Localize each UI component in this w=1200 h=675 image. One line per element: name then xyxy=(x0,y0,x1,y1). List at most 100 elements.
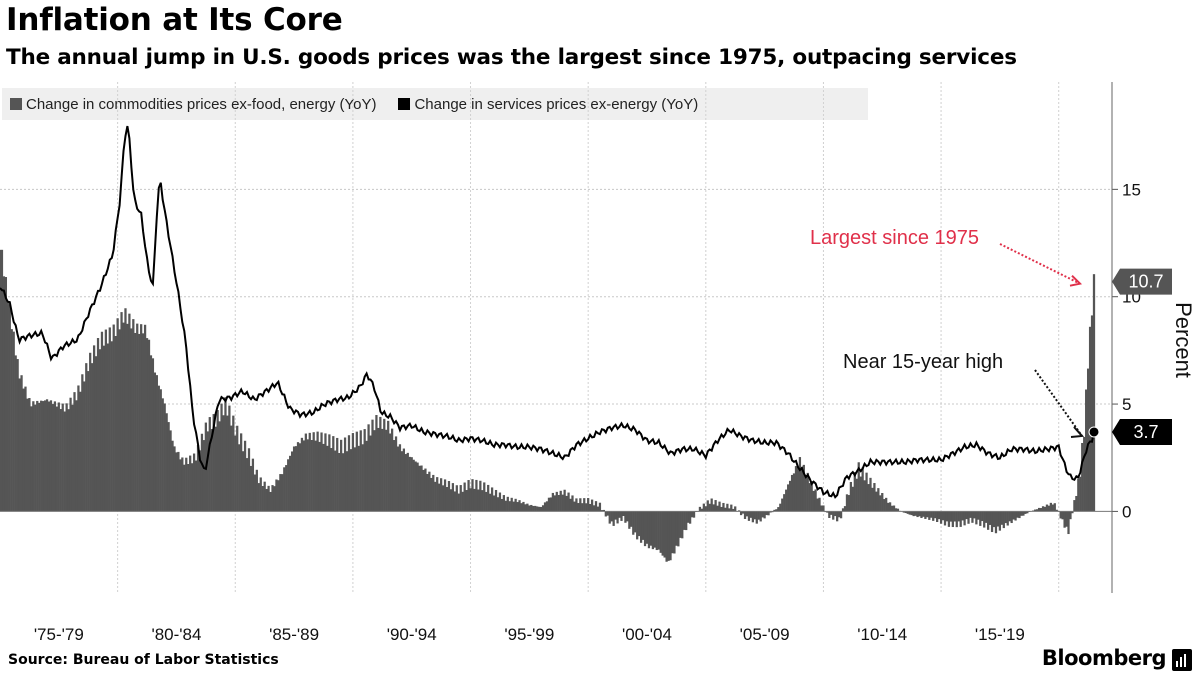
commodities-bar xyxy=(920,511,923,519)
commodities-bar xyxy=(373,430,376,512)
commodities-bar xyxy=(573,501,576,512)
commodities-bar xyxy=(671,511,674,554)
commodities-bar xyxy=(287,459,290,512)
commodities-bar xyxy=(98,349,102,512)
commodities-bar xyxy=(1090,315,1094,512)
commodities-bar xyxy=(512,501,515,512)
commodities-bar xyxy=(916,511,919,518)
value-callout-box xyxy=(1112,268,1172,295)
commodities-bar xyxy=(700,508,704,512)
commodities-bar xyxy=(667,511,670,561)
commodities-bar xyxy=(249,465,253,512)
commodities-bar xyxy=(673,511,676,554)
commodities-bar xyxy=(1063,511,1066,528)
commodities-bar xyxy=(661,511,664,556)
commodities-bar xyxy=(867,484,870,512)
commodities-bar xyxy=(290,451,294,512)
commodities-bar xyxy=(971,511,974,523)
commodities-bar xyxy=(861,467,864,512)
commodities-bar xyxy=(992,511,996,528)
commodities-bar xyxy=(632,511,635,535)
commodities-bar xyxy=(553,495,556,512)
commodities-bar xyxy=(718,501,721,512)
commodities-bar xyxy=(316,431,319,512)
commodities-bar xyxy=(1010,511,1013,524)
commodities-bar xyxy=(38,402,41,512)
commodities-bar xyxy=(630,511,633,527)
commodities-bar xyxy=(761,511,764,518)
commodities-bar xyxy=(722,502,725,512)
commodities-bar xyxy=(985,511,988,523)
commodities-bar xyxy=(83,381,86,512)
commodities-bar xyxy=(739,511,743,516)
commodities-bar xyxy=(522,501,525,512)
commodities-bar xyxy=(973,511,976,519)
commodities-bar xyxy=(988,511,992,525)
commodities-bar xyxy=(594,501,598,512)
legend-item-services: Change in services prices ex-energy (YoY… xyxy=(398,96,698,113)
commodities-bar xyxy=(853,472,856,512)
commodities-bar xyxy=(485,491,488,512)
commodities-bar xyxy=(300,437,304,512)
commodities-bar xyxy=(859,476,862,512)
commodities-bar xyxy=(655,511,658,551)
commodities-bar xyxy=(389,433,392,512)
commodities-bar xyxy=(449,489,453,512)
commodities-bar xyxy=(412,459,415,512)
commodities-bar xyxy=(1073,500,1076,512)
commodities-bar xyxy=(539,506,543,512)
x-tick-label: '80-'84 xyxy=(151,625,201,644)
commodities-bar xyxy=(708,503,711,512)
commodities-bar xyxy=(841,508,845,512)
commodities-bar xyxy=(569,498,572,512)
commodities-bar xyxy=(559,490,562,512)
commodities-bar xyxy=(216,410,219,512)
commodities-bar xyxy=(657,511,660,550)
commodities-bar xyxy=(1049,502,1052,512)
commodities-bar xyxy=(981,511,984,522)
commodities-bar xyxy=(545,501,549,512)
commodities-bar xyxy=(620,511,623,521)
x-axis-ticks: '75-'79 '80-'84 '85-'89 '90-'94 '95-'99 '00-'… xyxy=(34,625,1025,644)
commodities-bar xyxy=(94,356,98,512)
commodities-bar xyxy=(653,511,656,548)
commodities-bar xyxy=(790,474,794,512)
commodities-bar xyxy=(928,511,931,520)
commodities-bar xyxy=(836,511,839,522)
commodities-bar xyxy=(767,511,770,516)
commodities-bar xyxy=(596,506,600,512)
commodities-bar xyxy=(1041,506,1045,512)
commodities-bar xyxy=(806,472,809,512)
commodities-bar xyxy=(10,329,13,512)
commodities-bar xyxy=(983,511,986,528)
commodities-bar xyxy=(406,452,409,512)
commodities-bar xyxy=(324,433,327,512)
commodities-bar xyxy=(169,430,172,512)
commodities-bar xyxy=(773,509,776,512)
legend: Change in commodities prices ex-food, en… xyxy=(2,88,868,120)
commodities-bar xyxy=(543,502,547,512)
commodities-bar xyxy=(638,511,641,537)
commodities-bar xyxy=(4,277,8,512)
commodities-bar xyxy=(294,446,298,512)
commodities-bar xyxy=(445,486,449,512)
commodities-bar xyxy=(896,508,900,512)
commodities-bar xyxy=(741,511,745,514)
commodities-bar xyxy=(473,488,476,512)
commodities-bar xyxy=(400,451,404,512)
commodities-bar xyxy=(986,511,990,530)
commodities-bar xyxy=(171,440,174,512)
commodities-bar xyxy=(1067,511,1070,535)
commodities-bar xyxy=(1018,511,1021,519)
commodities-bar xyxy=(759,511,762,522)
commodities-bar xyxy=(832,511,835,520)
commodities-bar xyxy=(734,506,737,512)
commodities-bar xyxy=(808,483,811,512)
commodities-bar xyxy=(149,355,153,512)
commodities-bar xyxy=(147,339,151,512)
commodities-bar xyxy=(565,495,568,512)
commodities-bar xyxy=(138,333,141,512)
commodities-bar xyxy=(81,374,84,512)
commodities-bar xyxy=(43,400,47,512)
commodities-bar xyxy=(945,511,949,522)
